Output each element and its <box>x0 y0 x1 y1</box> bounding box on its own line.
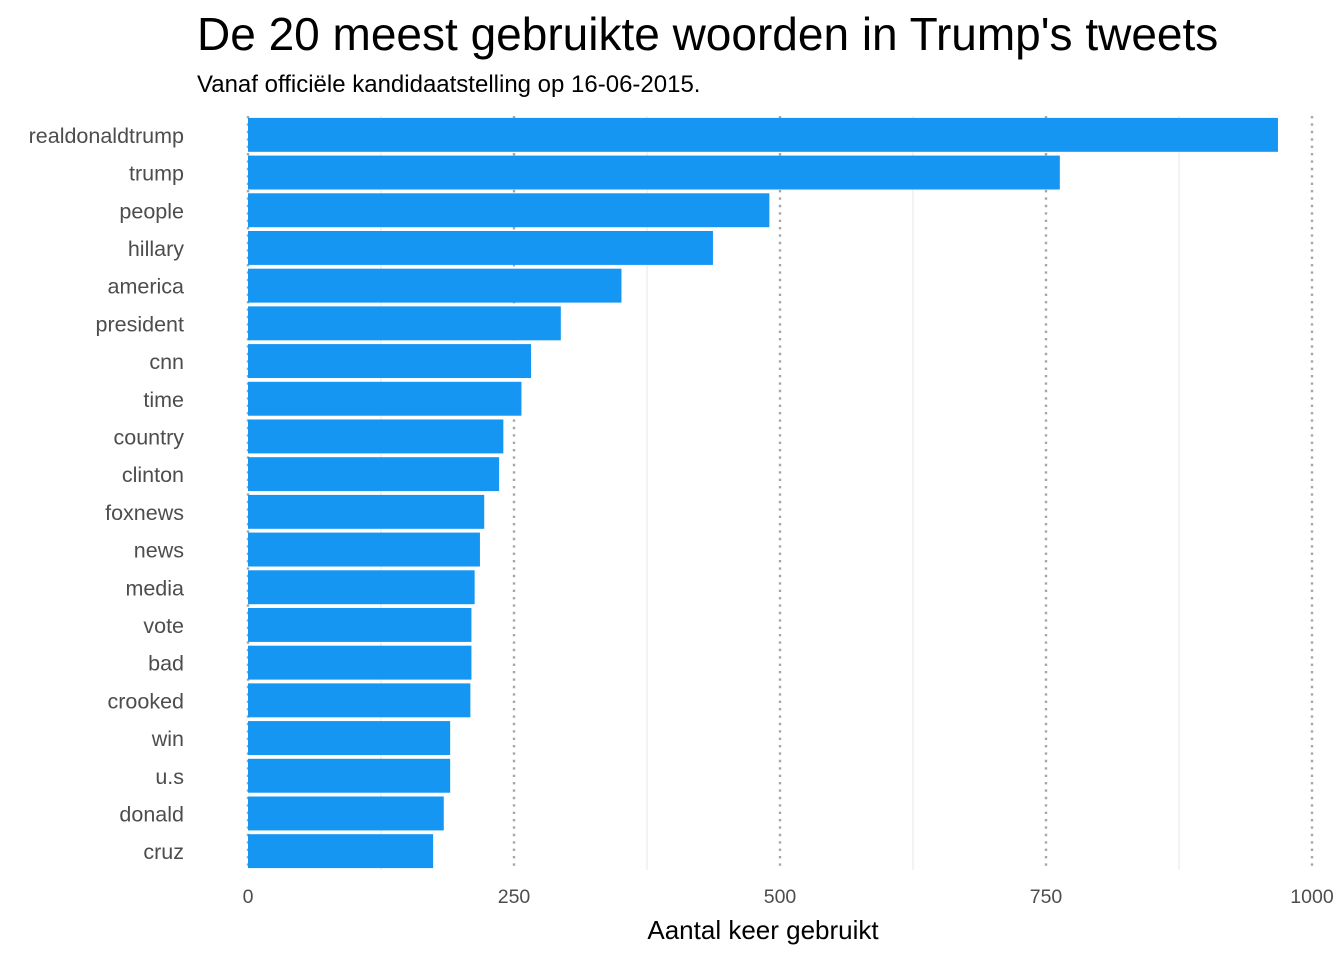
bar <box>248 532 480 567</box>
category-label: donald <box>119 802 184 826</box>
bar <box>248 758 451 793</box>
bar <box>248 155 1060 190</box>
bar <box>248 457 500 492</box>
category-label: vote <box>143 614 184 638</box>
category-label: america <box>108 275 185 299</box>
bar <box>248 344 532 379</box>
bar <box>248 268 622 303</box>
category-label: realdonaldtrump <box>29 124 184 148</box>
bar <box>248 834 434 869</box>
category-label: news <box>134 539 184 563</box>
category-label: people <box>119 199 184 223</box>
bar <box>248 796 444 831</box>
category-labels: realdonaldtrump trump people hillary america… <box>29 124 185 864</box>
category-label: president <box>96 312 184 336</box>
category-label: trump <box>129 162 184 186</box>
category-label: cnn <box>149 350 184 374</box>
bar <box>248 494 485 529</box>
x-tick-label: 250 <box>498 886 531 908</box>
bar <box>248 381 522 416</box>
x-tick-label: 0 <box>243 886 254 908</box>
grid-lines <box>246 116 1314 870</box>
x-tick-label: 1000 <box>1290 886 1334 908</box>
category-label: bad <box>148 652 184 676</box>
category-label: u.s <box>155 765 184 789</box>
x-tick-label: 500 <box>764 886 797 908</box>
chart-title: De 20 meest gebruikte woorden in Trump's… <box>197 8 1218 60</box>
category-label: time <box>143 388 184 412</box>
bar <box>248 645 472 680</box>
category-label: country <box>113 425 184 449</box>
x-tick-label: 750 <box>1030 886 1063 908</box>
bar <box>248 230 713 265</box>
x-tick-labels: 0 250 500 750 1000 <box>243 886 1334 908</box>
bars <box>248 117 1278 869</box>
bar <box>248 721 451 756</box>
category-label: media <box>125 576 184 600</box>
bar <box>248 117 1278 152</box>
category-label: cruz <box>143 840 184 864</box>
category-label: win <box>151 727 184 751</box>
bar <box>248 570 475 605</box>
bar <box>248 193 770 228</box>
category-label: clinton <box>122 463 184 487</box>
chart-subtitle: Vanaf officiële kandidaatstelling op 16-… <box>197 71 700 98</box>
bar <box>248 683 471 718</box>
bar <box>248 306 561 341</box>
category-label: foxnews <box>105 501 184 525</box>
category-label: crooked <box>108 689 185 713</box>
bar <box>248 419 504 454</box>
category-label: hillary <box>128 237 184 261</box>
bar <box>248 607 472 642</box>
x-axis-title: Aantal keer gebruikt <box>647 915 879 945</box>
